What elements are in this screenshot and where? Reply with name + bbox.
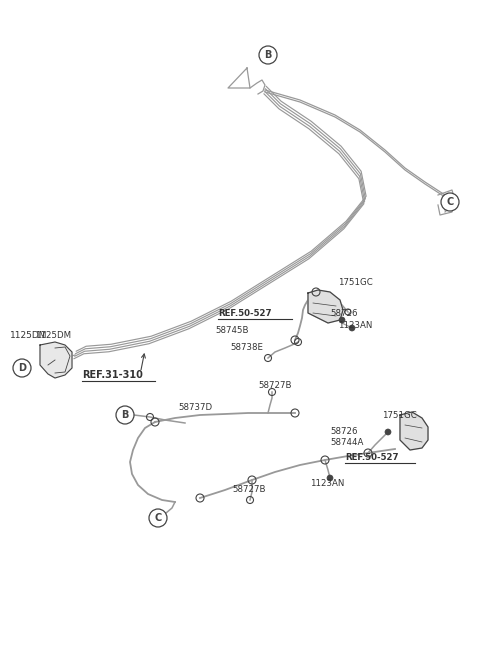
Circle shape xyxy=(13,359,31,377)
Text: D: D xyxy=(18,363,26,373)
Text: 58727B: 58727B xyxy=(258,381,291,390)
Text: 58738E: 58738E xyxy=(230,343,263,352)
Text: B: B xyxy=(264,50,272,60)
Text: 1123AN: 1123AN xyxy=(338,321,372,330)
Text: C: C xyxy=(155,513,162,523)
Circle shape xyxy=(441,193,459,211)
Circle shape xyxy=(339,317,345,323)
Text: REF.31-310: REF.31-310 xyxy=(82,370,143,380)
Circle shape xyxy=(349,325,355,331)
Text: 1125DM: 1125DM xyxy=(35,331,71,340)
Text: REF.50-527: REF.50-527 xyxy=(218,309,272,318)
Polygon shape xyxy=(400,412,428,450)
Circle shape xyxy=(385,429,391,435)
Text: REF.50-527: REF.50-527 xyxy=(345,453,398,462)
Text: 58726: 58726 xyxy=(330,427,358,436)
Text: 1125DM: 1125DM xyxy=(10,331,48,340)
Polygon shape xyxy=(308,290,343,323)
Text: 58737D: 58737D xyxy=(178,403,212,412)
Text: 58745B: 58745B xyxy=(215,326,249,335)
Circle shape xyxy=(149,509,167,527)
Text: B: B xyxy=(121,410,129,420)
Circle shape xyxy=(116,406,134,424)
Text: 1751GC: 1751GC xyxy=(382,411,417,420)
Text: 58727B: 58727B xyxy=(232,485,265,494)
Text: 58744A: 58744A xyxy=(330,438,363,447)
Text: 1123AN: 1123AN xyxy=(310,479,344,488)
Text: C: C xyxy=(446,197,454,207)
Circle shape xyxy=(327,475,333,481)
Text: 58726: 58726 xyxy=(330,309,358,318)
Circle shape xyxy=(259,46,277,64)
Polygon shape xyxy=(40,342,72,378)
Text: 1751GC: 1751GC xyxy=(338,278,373,287)
